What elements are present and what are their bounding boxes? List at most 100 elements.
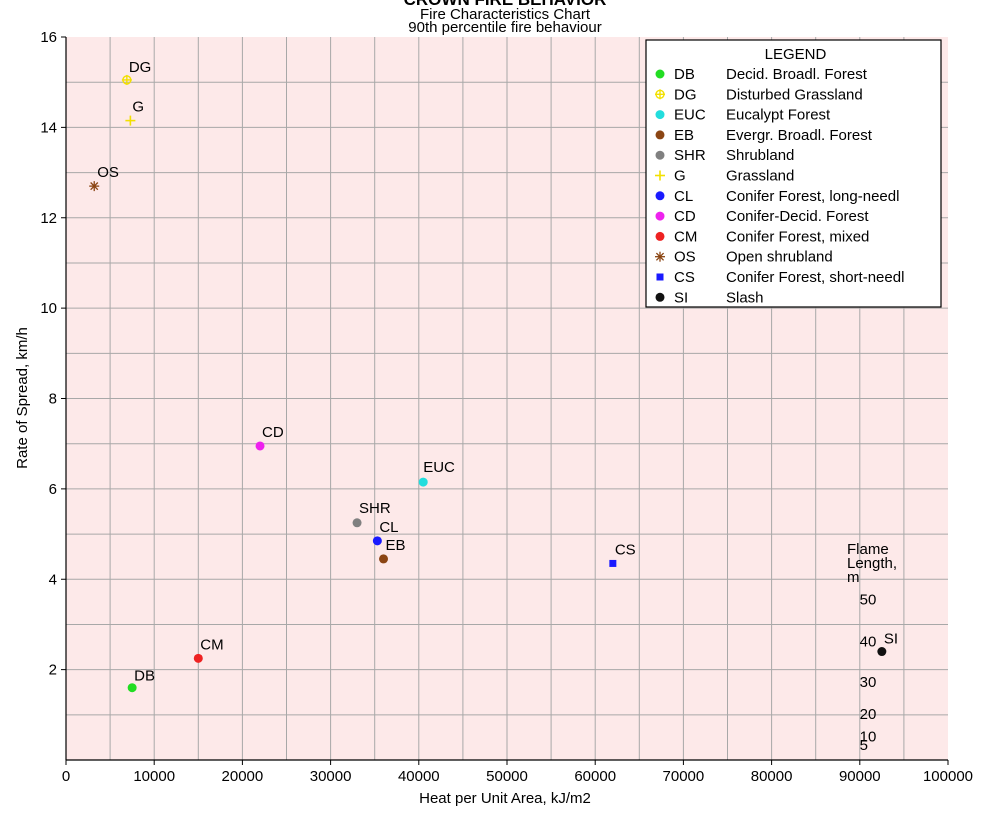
legend-marker	[655, 170, 665, 181]
x-tick-label: 0	[62, 768, 70, 785]
legend-marker	[655, 69, 665, 79]
data-point-os	[89, 181, 100, 192]
data-point-label: SHR	[359, 500, 391, 517]
legend-name: Conifer Forest, long-needl	[726, 188, 899, 205]
legend-code: SI	[674, 289, 688, 306]
legend-name: Conifer Forest, mixed	[726, 228, 869, 245]
legend-entry: CD Conifer-Decid. Forest	[655, 208, 869, 225]
legend-entry: CS Conifer Forest, short-needl	[656, 269, 904, 286]
legend-marker	[655, 231, 665, 241]
legend-marker	[655, 89, 665, 100]
legend-name: Open shrubland	[726, 249, 833, 266]
data-point-cl	[372, 536, 382, 546]
data-point-label: SI	[884, 631, 898, 648]
legend-marker	[655, 150, 665, 160]
data-point-g	[125, 115, 136, 126]
legend-entry: G Grassland	[655, 168, 794, 185]
band-5	[948, 0, 1000, 37]
flame-length-title: m	[847, 569, 860, 586]
flame-length-label: 50	[860, 592, 877, 609]
legend-name: Conifer-Decid. Forest	[726, 208, 869, 225]
data-point-db	[127, 683, 137, 693]
x-tick-label: 20000	[222, 768, 264, 785]
legend-name: Disturbed Grassland	[726, 86, 863, 103]
chart-title: CROWN FIRE BEHAVIOR	[404, 0, 607, 9]
x-tick-label: 10000	[133, 768, 175, 785]
legend-name: Shrubland	[726, 147, 794, 164]
band-4	[948, 0, 1000, 37]
data-point-label: DG	[129, 59, 152, 76]
legend: LEGEND DB Decid. Broadl. Forest DG Disturbed…	[645, 39, 942, 308]
y-axis: 2 4 6 8 10 12 14 16	[40, 29, 66, 679]
x-tick-label: 40000	[398, 768, 440, 785]
chart-subtitle-1: Fire Characteristics Chart	[420, 6, 591, 23]
x-tick-label: 70000	[663, 768, 705, 785]
data-points: DB DG EUC EB SHR G CL CD CM OS CS SI	[89, 59, 898, 693]
legend-name: Slash	[726, 289, 764, 306]
data-point-dg	[121, 74, 132, 85]
legend-marker	[655, 191, 665, 201]
x-tick-label: 50000	[486, 768, 528, 785]
y-tick-label: 16	[40, 29, 57, 46]
legend-entry: CL Conifer Forest, long-needl	[655, 188, 899, 205]
y-axis-label: Rate of Spread, km/h	[14, 327, 31, 469]
legend-name: Decid. Broadl. Forest	[726, 66, 868, 83]
data-point-label: OS	[97, 164, 119, 181]
data-point-label: EB	[386, 537, 406, 554]
y-tick-label: 2	[49, 662, 57, 679]
legend-entry: CM Conifer Forest, mixed	[655, 228, 869, 245]
legend-name: Grassland	[726, 168, 794, 185]
flame-length-label: 10	[860, 729, 877, 746]
y-tick-label: 8	[49, 391, 57, 408]
legend-code: DB	[674, 66, 695, 83]
legend-code: CS	[674, 269, 695, 286]
data-point-label: CL	[379, 519, 398, 536]
x-axis: 0 10000 20000 30000 40000 50000 60000 70000 8000…	[62, 760, 973, 785]
y-tick-label: 4	[49, 571, 57, 588]
data-point-cm	[193, 653, 203, 663]
legend-entry: DB Decid. Broadl. Forest	[655, 66, 868, 83]
legend-entry: EUC Eucalypt Forest	[655, 107, 831, 124]
flame-length-label: 30	[860, 674, 877, 691]
legend-marker	[655, 251, 665, 262]
legend-code: G	[674, 168, 686, 185]
legend-entry: OS Open shrubland	[655, 249, 833, 266]
flame-length-label: 5	[860, 737, 868, 754]
flame-length-label: 20	[860, 706, 877, 723]
legend-code: DG	[674, 86, 697, 103]
band-6	[948, 0, 1000, 37]
legend-entry: DG Disturbed Grassland	[655, 86, 863, 103]
data-point-label: CD	[262, 424, 284, 441]
legend-name: Evergr. Broadl. Forest	[726, 127, 873, 144]
x-axis-label: Heat per Unit Area, kJ/m2	[419, 790, 591, 807]
chart-subtitle-2: 90th percentile fire behaviour	[408, 19, 601, 36]
legend-code: CL	[674, 188, 693, 205]
data-point-eb	[379, 554, 389, 564]
y-tick-label: 14	[40, 119, 57, 136]
legend-marker	[656, 273, 664, 281]
data-point-euc	[418, 477, 428, 487]
band-3	[948, 0, 1000, 37]
legend-code: OS	[674, 249, 696, 266]
y-tick-label: 6	[49, 481, 57, 498]
x-tick-label: 60000	[574, 768, 616, 785]
legend-code: CM	[674, 228, 697, 245]
legend-marker	[655, 211, 665, 221]
y-tick-label: 12	[40, 210, 57, 227]
x-tick-label: 90000	[839, 768, 881, 785]
band-1	[948, 0, 1000, 37]
legend-code: SHR	[674, 147, 706, 164]
data-point-label: G	[132, 99, 144, 116]
legend-code: EUC	[674, 107, 706, 124]
data-point-si	[877, 647, 887, 657]
legend-box	[645, 39, 942, 308]
data-point-label: CS	[615, 541, 636, 558]
data-point-label: DB	[134, 668, 155, 685]
legend-code: EB	[674, 127, 694, 144]
flame-length-title: Length,	[847, 555, 897, 572]
data-point-cd	[255, 441, 265, 451]
legend-entry: EB Evergr. Broadl. Forest	[655, 127, 873, 144]
x-tick-label: 100000	[923, 768, 973, 785]
